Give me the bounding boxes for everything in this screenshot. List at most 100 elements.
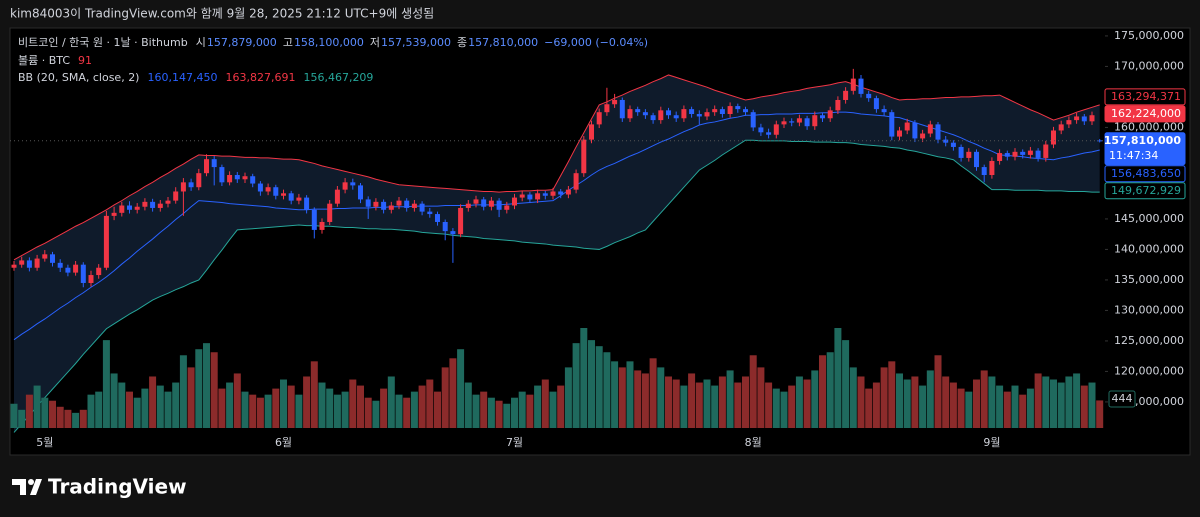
candle-body [11,264,17,268]
candle-body [465,203,471,208]
volume-bar [919,385,927,428]
volume-bar [849,367,857,428]
candle-body [997,153,1003,161]
volume-bar [187,367,195,428]
candle-body [1089,115,1095,122]
candle-body [735,106,741,110]
volume-bar [857,376,865,428]
volume-bar [280,379,287,428]
candle-body [350,182,356,186]
volume-bar [534,385,542,428]
candle-body [981,167,987,176]
candle-body [542,193,548,196]
legend-text: 158,100,000 [294,36,364,49]
candle-body [681,109,687,119]
volume-bar [218,388,226,428]
volume-bar [641,373,649,428]
volume-bar [618,367,626,428]
candle-body [712,109,718,113]
volume-bar [772,388,780,428]
volume-bar [210,352,218,428]
bb-lower [13,139,1100,433]
candle-body [373,201,379,207]
y-tick-label: 130,000,000 [1114,303,1184,316]
volume-bar [718,376,726,428]
volume-bar [872,382,880,428]
legend-text: 비트코인 / 한국 원 · 1날 · Bithumb [18,36,188,49]
candle-body [773,124,779,135]
price-tag [1104,165,1186,183]
volume-bar [1088,382,1096,428]
volume-bar [826,352,834,428]
volume-bar [156,385,164,428]
candle-body [589,124,594,140]
volume-bar [1034,373,1042,428]
candle-body [458,207,464,235]
candle-body [1058,124,1064,131]
candle-body [273,187,279,196]
candle-body [904,122,910,131]
x-tick-label: 9월 [983,436,1000,449]
candle-body [288,193,294,201]
candle-body [812,115,818,127]
volume-bar [511,397,518,428]
candle-body [689,109,695,115]
candle-body [481,199,487,207]
volume-bar [580,328,588,428]
bb-upper [13,74,1100,261]
volume-bar [418,385,426,428]
candle-body [519,194,525,198]
legend-text: 고 [283,36,293,49]
volume-bar [480,391,488,428]
price-tag [1104,88,1186,106]
candle-body [635,109,641,113]
volume-bar [634,370,642,428]
volume-bar [426,379,434,428]
candle-body [727,106,733,115]
candle-body [219,167,225,183]
candle-body [211,159,217,168]
volume-bar [711,385,719,428]
volume-bar [295,394,303,428]
candle-body [419,203,425,212]
volume-bar [726,370,734,428]
volume-bar [318,382,326,428]
volume-bar [1050,379,1057,428]
candle-body [650,115,656,121]
y-tick-label: 140,000,000 [1114,242,1184,255]
volume-bar [349,379,357,428]
candle-body [596,112,602,125]
candle-body [527,194,533,200]
candle-body [796,118,802,123]
volume-bar [765,382,773,428]
candle-body [719,109,725,115]
volume-bar [903,379,911,428]
candle-body [696,114,702,117]
price-tag-countdown: 11:47:34 [1109,149,1158,162]
candle-body [858,78,864,94]
candle-body [96,267,102,276]
candle-body [827,110,833,119]
y-tick-label: 120,000,000 [1114,364,1184,377]
price-tag [1104,105,1186,123]
volume-bar [357,385,364,428]
candle-body [57,262,63,268]
x-tick-label: 5월 [36,436,53,449]
legend-text: 156,467,209 [303,71,373,84]
price-tag-label: 157,810,000 [1104,134,1182,147]
volume-bar [1073,373,1081,428]
volume-bar [249,394,257,428]
volume-bar [49,400,56,428]
candle-body [404,200,410,208]
candle-body [512,197,517,206]
volume-bar [410,391,418,428]
volume-bar [1019,394,1027,428]
candle-body [550,191,556,196]
volume-bar [996,385,1004,428]
candle-body [473,199,479,204]
candle-body [180,182,186,192]
candle-body [173,191,179,201]
candle-body [966,151,972,158]
candle-body [573,173,579,190]
candle-body [1081,116,1087,122]
